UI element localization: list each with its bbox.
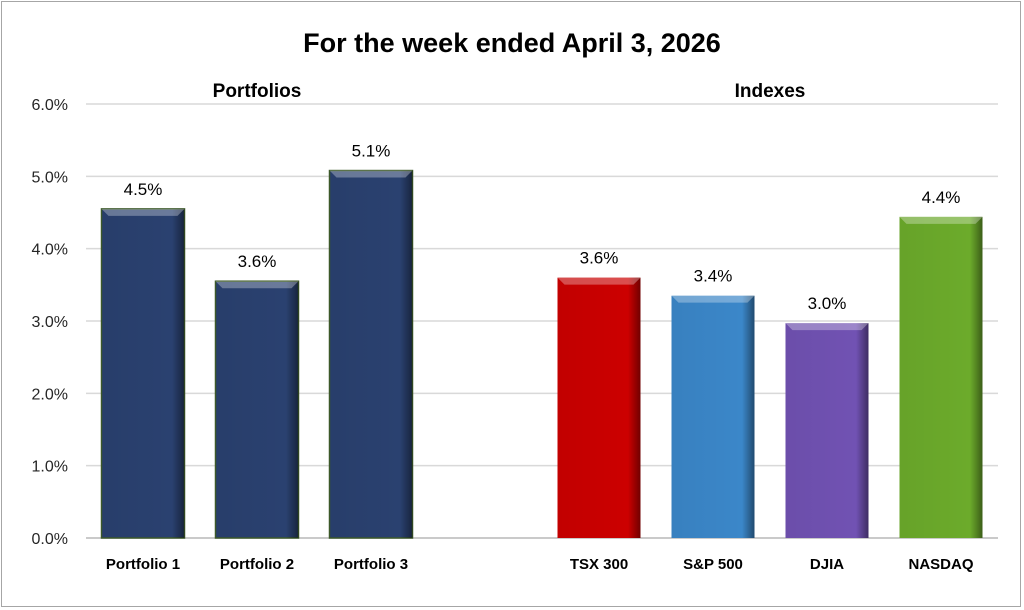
y-tick-label: 0.0% [32,531,68,548]
y-tick-label: 3.0% [32,314,68,331]
bar [557,277,641,538]
bar [671,295,755,538]
data-label: 4.4% [922,188,961,207]
x-tick-label: Portfolio 3 [334,556,408,573]
data-label: 3.4% [694,267,733,286]
data-label: 3.6% [238,252,277,271]
x-tick-label: Portfolio 2 [220,556,294,573]
x-tick-label: Portfolio 1 [106,556,180,573]
y-tick-label: 1.0% [32,459,68,476]
x-tick-label: NASDAQ [908,556,973,573]
x-tick-label: S&P 500 [683,556,743,573]
bar [785,323,869,538]
data-label: 5.1% [352,142,391,161]
data-label: 3.0% [808,294,847,313]
y-tick-label: 6.0% [32,97,68,114]
bar [899,216,983,538]
data-label: 3.6% [580,249,619,268]
data-label: 4.5% [124,180,163,199]
x-tick-label: TSX 300 [570,556,628,573]
y-tick-label: 4.0% [32,242,68,259]
y-tick-label: 2.0% [32,386,68,403]
group-label-portfolios: Portfolios [213,81,302,102]
bar [328,169,414,539]
group-label-indexes: Indexes [735,81,806,102]
bar [214,280,300,539]
bar [100,208,186,539]
x-tick-label: DJIA [810,556,844,573]
y-tick-label: 5.0% [32,169,68,186]
chart-title: For the week ended April 3, 2026 [303,28,721,58]
